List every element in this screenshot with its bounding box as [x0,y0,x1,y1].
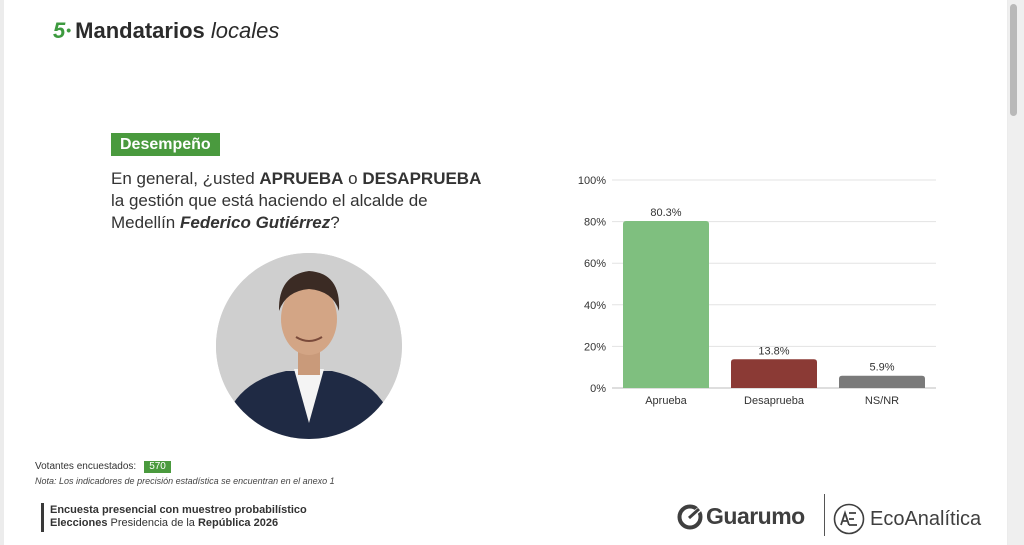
scrollbar-thumb[interactable] [1010,4,1017,116]
guarumo-logo-text: Guarumo [706,503,805,529]
bar-desaprueba [731,359,817,388]
ecoanalitica-logo: EcoAnalítica [833,503,981,535]
y-tick-label: 0% [590,383,606,395]
question-part: ? [330,213,340,232]
ecoanalitica-logo-text: EcoAnalítica [870,507,982,530]
scrollbar[interactable] [1008,0,1024,545]
y-tick-label: 60% [584,258,606,270]
question-emphasis-disapprove: DESAPRUEBA [362,169,482,188]
sample-label: Votantes encuestados: [35,461,137,472]
question-part: la gestión que está haciendo el alcalde … [111,191,428,232]
approval-bar-chart: 0% 20% 40% 60% 80% 100% 80.3% Aprueba 13.8% Desap… [578,175,936,407]
footer-divider [41,503,44,532]
question-part: o [343,169,363,188]
footer-method: Encuesta presencial con muestreo probabi… [50,504,307,516]
precision-note: Nota: Los indicadores de precisión estad… [35,476,335,486]
ecoanalitica-logo-icon [833,503,865,535]
logo-separator [824,494,825,536]
x-tick-label: Desaprueba [744,395,805,407]
x-tick-label: NS/NR [865,395,899,407]
y-tick-label: 40% [584,300,606,312]
footer-year: República 2026 [197,517,279,529]
slide: 5• Mandatarios locales Desempeño En gener… [4,0,1007,545]
guarumo-logo: Guarumo [677,503,805,530]
section-title: 5• Mandatarios locales [53,18,279,44]
section-title-italic: locales [210,18,280,43]
bar-nsnr [839,375,925,388]
y-tick-label: 80% [584,217,606,229]
question-text: En general, ¿usted APRUEBA o DESAPRUEBA … [111,168,491,234]
bullet-icon: • [66,22,72,38]
section-number: 5 [53,18,66,43]
question-part: En general, ¿usted [111,169,260,188]
y-tick-label: 20% [584,341,606,353]
mayor-name: Federico Gutiérrez [179,213,331,232]
data-label: 80.3% [650,207,681,219]
section-title-bold: Mandatarios [75,18,205,43]
footer-part: Presidencia de la [107,517,198,529]
x-tick-label: Aprueba [645,395,687,407]
bar-aprueba [623,220,709,388]
data-label: 5.9% [869,362,894,374]
footer-election: Elecciones Presidencia de la República 2… [50,517,278,529]
data-label: 13.8% [758,345,789,357]
mayor-photo [216,253,402,439]
sample-count: 570 [144,461,171,473]
sample-size: Votantes encuestados: 570 [35,461,171,473]
topic-badge: Desempeño [111,133,220,156]
y-tick-label: 100% [578,175,606,187]
guarumo-logo-icon [677,504,703,529]
question-emphasis-approve: APRUEBA [259,169,344,188]
footer-elections: Elecciones [50,517,108,529]
